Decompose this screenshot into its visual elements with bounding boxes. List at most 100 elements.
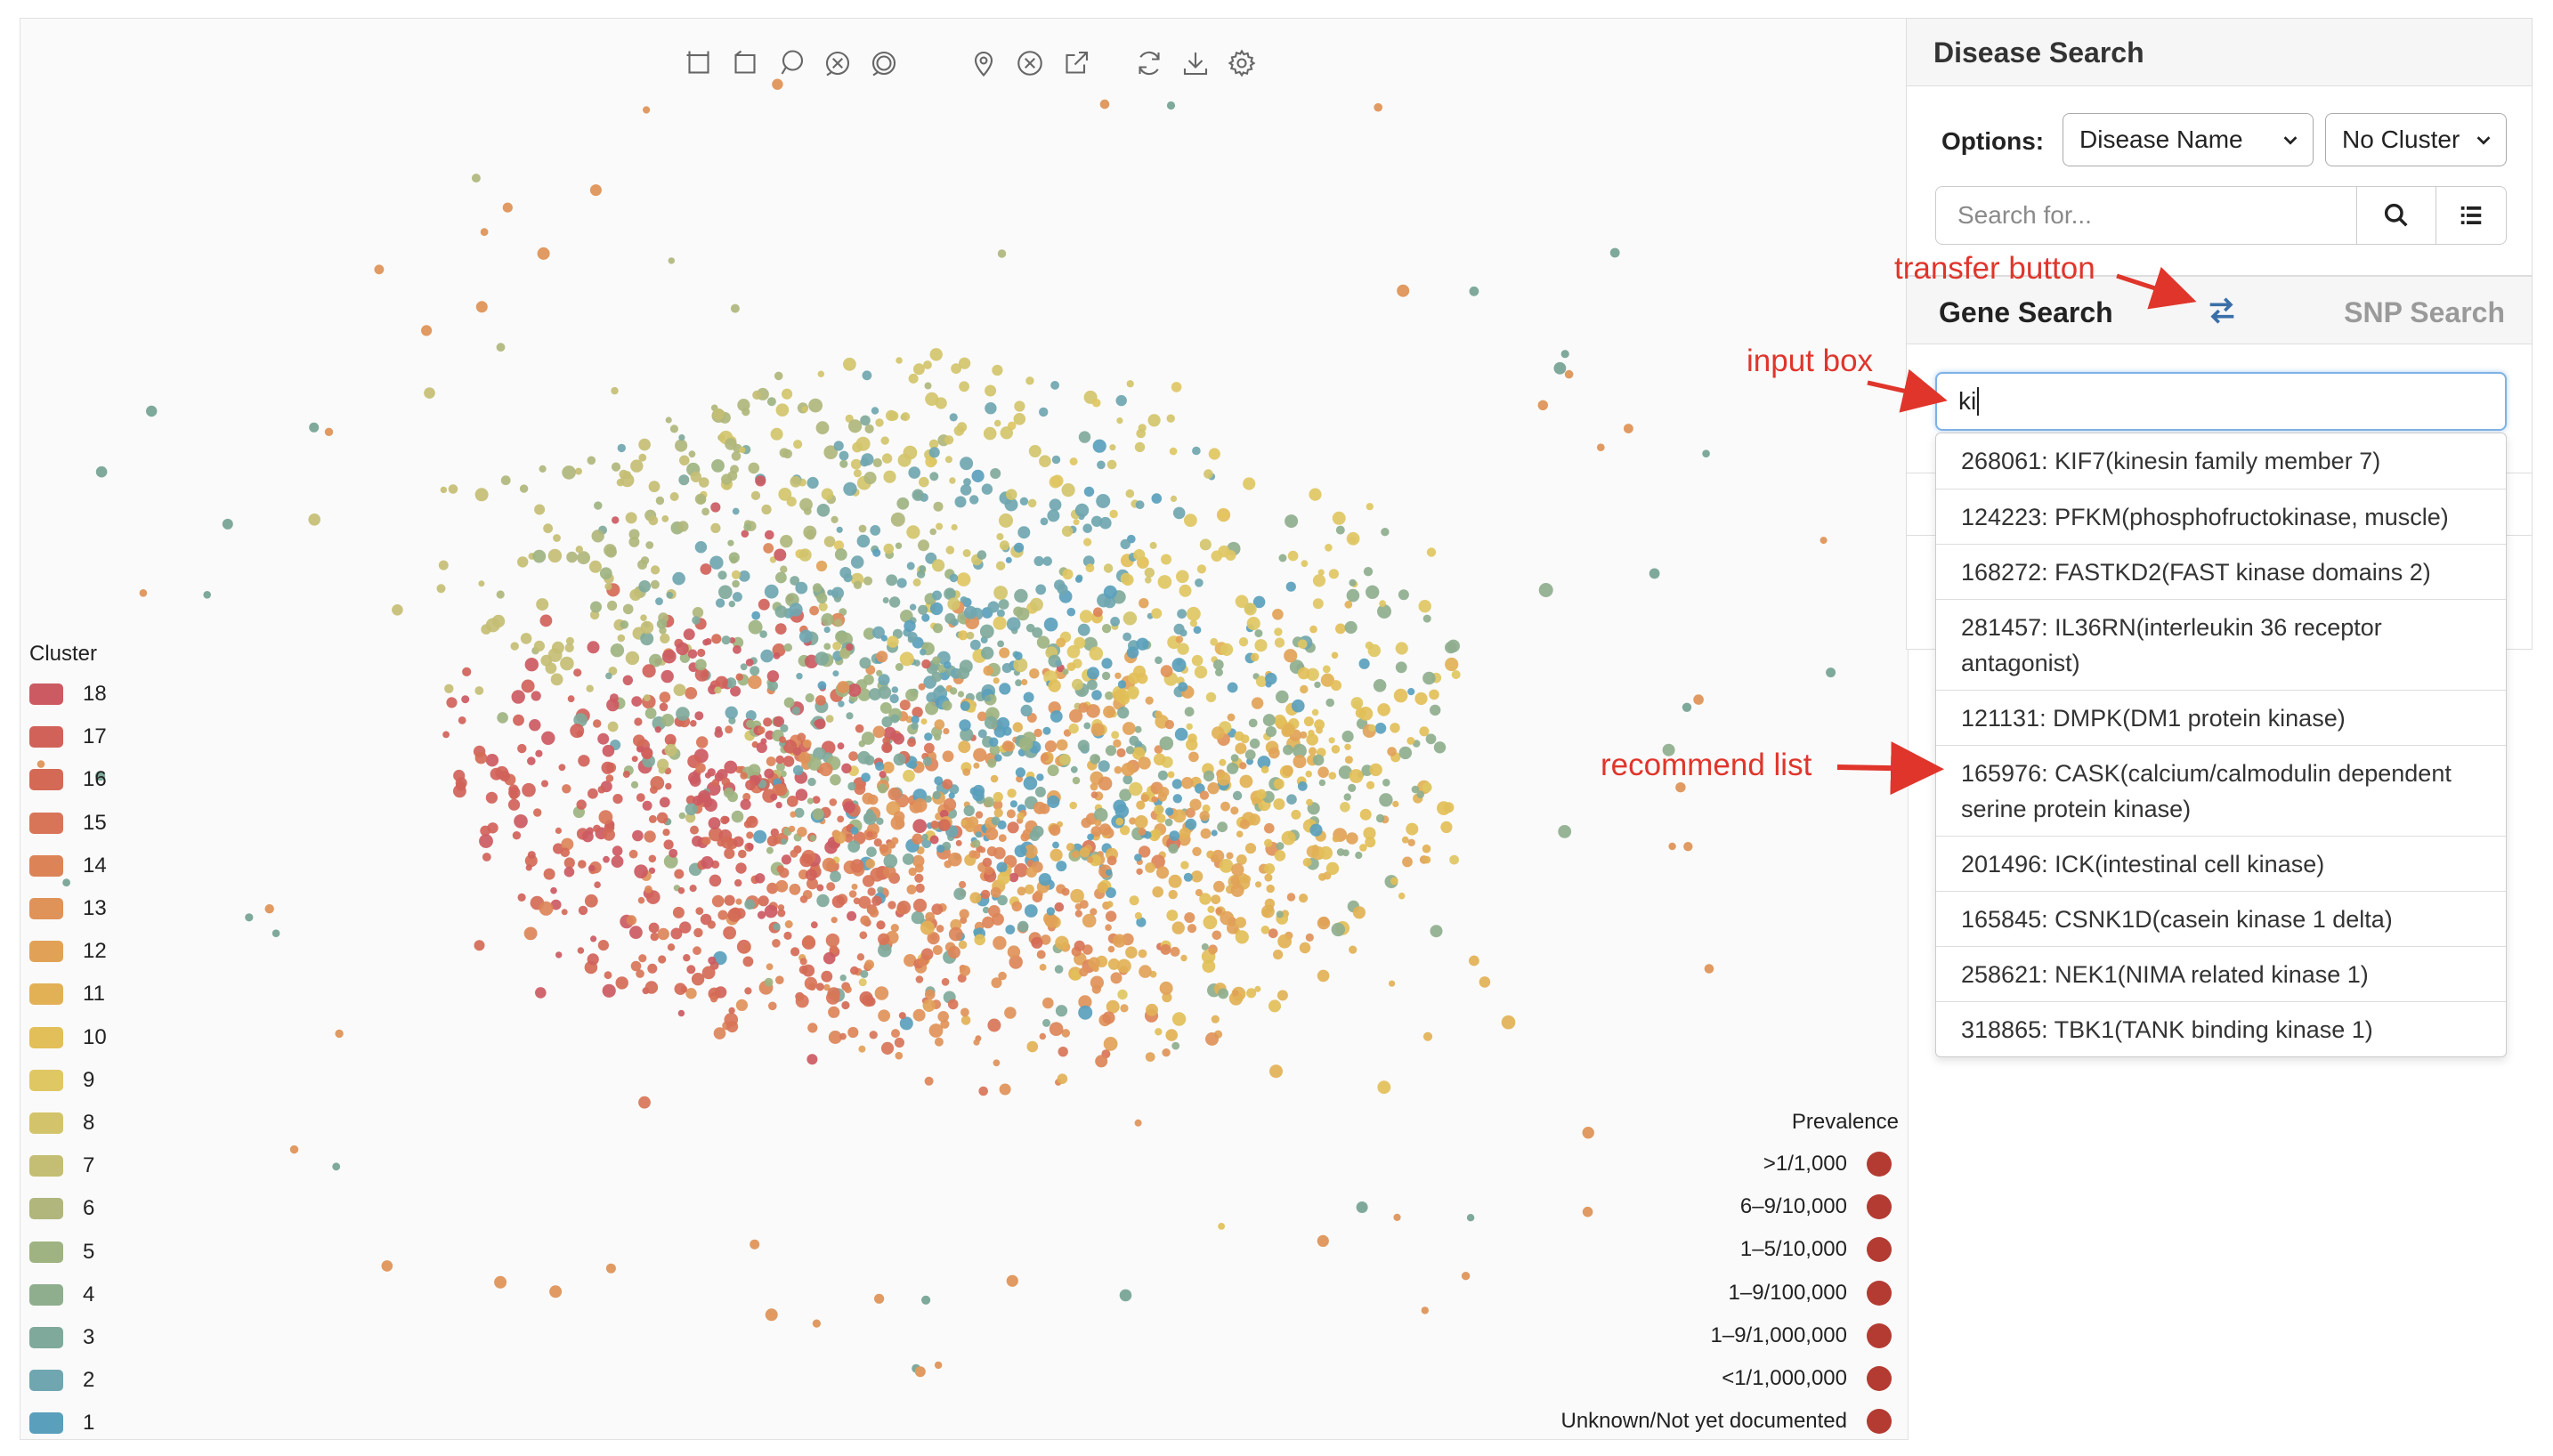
transfer-button[interactable] <box>2204 293 2240 328</box>
scatter-point <box>1349 945 1358 954</box>
scatter-point <box>1014 651 1023 660</box>
prevalence-legend-item[interactable]: 1–9/100,000 <box>1729 1278 1892 1308</box>
scatter-plot[interactable] <box>20 19 1908 1439</box>
scatter-point <box>612 845 623 856</box>
recommend-item[interactable]: 121131: DMPK(DM1 protein kinase) <box>1936 690 2506 745</box>
scatter-point <box>693 927 703 938</box>
inverse-selection-icon[interactable] <box>864 44 904 83</box>
scatter-point <box>1135 500 1145 510</box>
scatter-point <box>1171 382 1182 392</box>
scatter-point <box>1129 817 1137 825</box>
cluster-legend-item[interactable]: 3 <box>29 1323 94 1353</box>
recommend-item[interactable]: 124223: PFKM(phosphofructokinase, muscle… <box>1936 489 2506 544</box>
cluster-legend-item[interactable]: 5 <box>29 1237 94 1267</box>
cluster-legend-item[interactable]: 1 <box>29 1408 94 1438</box>
refresh-icon[interactable] <box>1130 44 1169 83</box>
scatter-point <box>634 717 643 726</box>
cluster-legend-item[interactable]: 18 <box>29 679 107 709</box>
scatter-point <box>1230 876 1241 886</box>
prevalence-label: 6–9/10,000 <box>1739 1194 1847 1219</box>
scatter-point <box>1311 708 1319 716</box>
scatter-point <box>944 612 956 625</box>
recommend-item[interactable]: 165976: CASK(calcium/calmodulin dependen… <box>1936 745 2506 836</box>
search-type-select[interactable]: Disease Name <box>2063 113 2314 166</box>
scatter-point <box>1209 947 1217 955</box>
recommend-item[interactable]: 165845: CSNK1D(casein kinase 1 delta) <box>1936 891 2506 946</box>
cluster-swatch <box>29 898 63 919</box>
cluster-legend-item[interactable]: 12 <box>29 936 107 967</box>
clear-icon[interactable] <box>1010 44 1050 83</box>
lasso-loop-icon[interactable] <box>772 44 811 83</box>
prevalence-legend-item[interactable]: Unknown/Not yet documented <box>1560 1406 1892 1436</box>
scatter-point <box>381 1260 393 1272</box>
scatter-point <box>1154 805 1164 815</box>
recommend-item[interactable]: 318865: TBK1(TANK binding kinase 1) <box>1936 1001 2506 1056</box>
scatter-point <box>1421 1306 1430 1314</box>
scatter-point <box>655 496 665 506</box>
cluster-legend-item[interactable]: 14 <box>29 851 107 881</box>
scatter-point <box>823 536 836 547</box>
scatter-point <box>638 580 651 593</box>
scatter-point <box>1255 881 1262 888</box>
scatter-point <box>1419 726 1430 737</box>
scatter-point <box>843 801 855 813</box>
prevalence-legend-item[interactable]: >1/1,000 <box>1763 1149 1892 1179</box>
cluster-legend-item[interactable]: 11 <box>29 979 105 1009</box>
scatter-point <box>558 764 566 772</box>
locate-pin-icon[interactable] <box>964 44 1003 83</box>
cluster-legend-item[interactable]: 9 <box>29 1065 94 1096</box>
rect-select-icon[interactable] <box>679 44 718 83</box>
recommend-item[interactable]: 258621: NEK1(NIMA related kinase 1) <box>1936 946 2506 1001</box>
recommend-item[interactable]: 168272: FASTKD2(FAST kinase domains 2) <box>1936 544 2506 599</box>
cluster-legend-item[interactable]: 7 <box>29 1151 94 1181</box>
scatter-point <box>993 808 1003 818</box>
scatter-point <box>1162 992 1172 1003</box>
download-icon[interactable] <box>1176 44 1215 83</box>
scatter-point <box>934 1361 943 1370</box>
prevalence-legend-item[interactable]: 6–9/10,000 <box>1740 1192 1892 1222</box>
cluster-select[interactable]: No Cluster <box>2325 113 2507 166</box>
tab-snp-search[interactable]: SNP Search <box>2344 296 2505 328</box>
cluster-legend-item[interactable]: 15 <box>29 808 107 838</box>
open-external-icon[interactable] <box>1057 44 1096 83</box>
scatter-point <box>799 958 807 966</box>
scatter-point <box>1344 600 1353 609</box>
recommend-item[interactable]: 281457: IL36RN(interleukin 36 receptor a… <box>1936 599 2506 690</box>
scatter-point <box>905 688 919 702</box>
cluster-legend-item[interactable]: 17 <box>29 722 107 752</box>
clear-selection-icon[interactable] <box>818 44 857 83</box>
search-button[interactable] <box>2356 186 2436 245</box>
cluster-legend-item[interactable]: 10 <box>29 1023 107 1053</box>
cluster-legend-item[interactable]: 6 <box>29 1193 94 1224</box>
scatter-point <box>1239 762 1247 770</box>
scatter-point <box>1269 1064 1283 1079</box>
prevalence-legend-item[interactable]: <1/1,000,000 <box>1722 1363 1892 1394</box>
scatter-point <box>1286 893 1296 902</box>
lasso-select-icon[interactable] <box>725 44 765 83</box>
scatter-point <box>979 624 994 639</box>
scatter-point <box>909 603 917 611</box>
prevalence-legend-item[interactable]: 1–5/10,000 <box>1740 1234 1892 1265</box>
tab-gene-search[interactable]: Gene Search <box>1939 296 2113 328</box>
cluster-legend-item[interactable]: 4 <box>29 1280 94 1310</box>
disease-search-input[interactable]: Search for... <box>1935 186 2357 245</box>
settings-icon[interactable] <box>1222 44 1261 83</box>
list-view-button[interactable] <box>2435 186 2507 245</box>
scatter-point <box>867 887 876 896</box>
cluster-legend-item[interactable]: 2 <box>29 1365 94 1395</box>
recommend-item[interactable]: 268061: KIF7(kinesin family member 7) <box>1961 448 2381 474</box>
recommend-item[interactable]: 201496: ICK(intestinal cell kinase) <box>1936 836 2506 891</box>
cluster-legend-item[interactable]: 16 <box>29 764 107 795</box>
scatter-point <box>759 630 767 638</box>
cluster-legend-item[interactable]: 8 <box>29 1108 94 1138</box>
scatter-point <box>959 965 971 976</box>
scatter-point <box>1083 722 1091 730</box>
prevalence-legend-item[interactable]: 1–9/1,000,000 <box>1711 1321 1892 1351</box>
scatter-point <box>806 476 819 489</box>
scatter-point <box>959 381 969 392</box>
scatter-point <box>791 706 801 716</box>
scatter-point <box>864 424 874 433</box>
gene-search-input[interactable]: ki <box>1935 372 2507 431</box>
scatter-point <box>747 843 754 850</box>
cluster-legend-item[interactable]: 13 <box>29 894 107 924</box>
